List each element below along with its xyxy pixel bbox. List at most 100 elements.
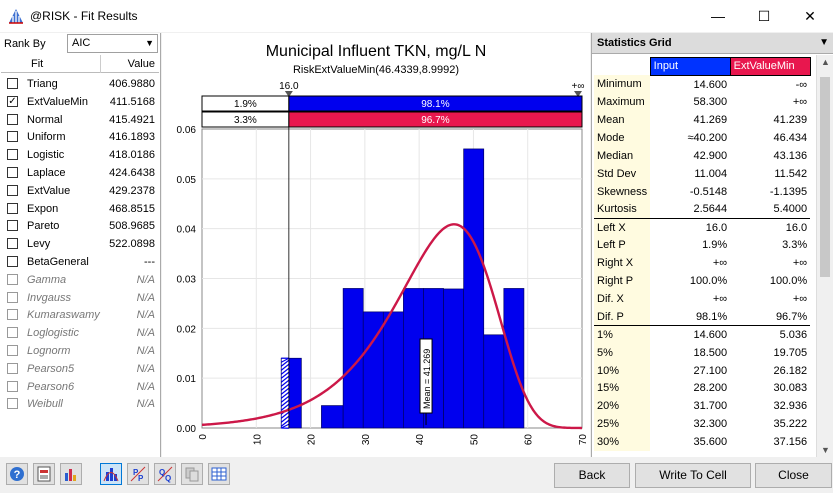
fit-row[interactable]: Loglogistic N/A — [1, 324, 159, 342]
stat-fit-value: 5.036 — [730, 325, 811, 344]
fit-row[interactable]: Triang 406.9880 — [1, 75, 159, 93]
stats-row: 20% 31.700 32.936 — [594, 397, 810, 416]
summary-button[interactable] — [33, 463, 55, 485]
stats-row: 5% 18.500 19.705 — [594, 343, 810, 362]
fit-row[interactable]: Pareto 508.9685 — [1, 217, 159, 235]
close-button[interactable]: Close — [755, 463, 832, 488]
fit-checkbox[interactable] — [7, 398, 18, 410]
rank-by-label: Rank By — [4, 38, 46, 50]
help-button[interactable]: ? — [6, 463, 28, 485]
x-tick-label: 0 — [198, 434, 209, 440]
stats-row: 30% 35.600 37.156 — [594, 433, 810, 452]
stat-label: Mode — [594, 129, 651, 147]
fit-value: N/A — [136, 291, 155, 304]
stat-fit-value: 37.156 — [773, 436, 808, 449]
hatch-line — [280, 375, 290, 383]
back-button[interactable]: Back — [554, 463, 630, 488]
chart-type-button[interactable] — [60, 463, 82, 485]
fit-row[interactable]: Levy 522.0898 — [1, 235, 159, 253]
fit-name: Logistic — [27, 149, 65, 162]
density-view-button[interactable] — [100, 463, 122, 485]
statistics-grid-title: Statistics Grid — [597, 37, 672, 49]
stat-label: Right P — [594, 272, 651, 291]
fit-column-header: ExtValueMin — [729, 57, 811, 76]
svg-text:Q: Q — [159, 468, 165, 477]
hatch-line — [280, 411, 290, 419]
maximize-button[interactable]: ☐ — [757, 8, 771, 24]
fit-chart[interactable]: 0.00 0.01 0.02 0.03 0.04 0.05 0.06 0 10 20 30 40 50 6… — [162, 33, 590, 457]
write-to-cell-button[interactable]: Write To Cell — [635, 463, 751, 488]
fit-checkbox[interactable] — [7, 149, 18, 161]
histogram-bar — [382, 311, 404, 429]
statistics-grid-header[interactable]: Statistics Grid ▼ — [592, 33, 833, 54]
scrollbar-thumb[interactable] — [820, 77, 830, 277]
copy-button[interactable] — [181, 463, 203, 485]
fit-checkbox[interactable] — [7, 291, 18, 303]
minimize-button[interactable]: — — [711, 8, 725, 24]
fit-row[interactable]: Invgauss N/A — [1, 289, 159, 307]
fit-checkbox[interactable] — [7, 380, 18, 392]
y-tick-label: 0.02 — [177, 324, 197, 335]
stat-label: Dif. X — [594, 290, 651, 308]
fit-checkbox[interactable] — [7, 309, 18, 321]
fit-checkbox[interactable] — [7, 238, 18, 250]
fit-checkbox[interactable] — [7, 255, 18, 267]
fit-checkbox[interactable] — [7, 273, 18, 285]
fit-checkbox[interactable] — [7, 184, 18, 196]
prob-bar-right — [288, 95, 583, 112]
fit-row[interactable]: Weibull N/A — [1, 395, 159, 413]
stat-label: Left X — [594, 218, 651, 237]
fit-name: Triang — [27, 78, 58, 90]
table-button[interactable] — [208, 463, 230, 485]
fit-row[interactable]: Normal 415.4921 — [1, 111, 159, 129]
stats-row: Mode ≈40.200 46.434 — [594, 129, 810, 147]
x-tick-label: 60 — [524, 434, 535, 446]
fit-value: N/A — [136, 327, 155, 340]
fit-checkbox[interactable] — [7, 220, 18, 232]
right-marker-triangle — [574, 91, 582, 97]
fit-row[interactable]: Uniform 416.1893 — [1, 128, 159, 146]
fit-checkbox[interactable] — [7, 113, 18, 125]
fit-row[interactable]: Expon 468.8515 — [1, 200, 159, 218]
stat-label: Mean — [594, 111, 651, 130]
fit-checkbox[interactable] — [7, 78, 18, 89]
stat-input-value: 32.300 — [693, 418, 728, 431]
fit-row[interactable]: BetaGeneral --- — [1, 253, 159, 271]
stats-row: 10% 27.100 26.182 — [594, 361, 810, 380]
fit-name: Loglogistic — [27, 327, 79, 340]
stat-input-value: 14.600 — [650, 325, 731, 344]
fit-row[interactable]: Logistic 418.0186 — [1, 146, 159, 164]
fit-checkbox[interactable] — [7, 166, 18, 178]
fit-checkbox[interactable] — [7, 344, 18, 356]
fit-list: Triang 406.9880 ✓ ExtValueMin 411.5168 Normal… — [1, 75, 159, 413]
y-tick-label: 0.05 — [177, 175, 197, 186]
histogram-bar — [321, 405, 344, 429]
x-tick-label: 50 — [469, 434, 480, 446]
fit-checkbox[interactable] — [7, 202, 18, 214]
fit-row[interactable]: ExtValue 429.2378 — [1, 182, 159, 200]
fit-row[interactable]: Kumaraswamy N/A — [1, 306, 159, 324]
stat-input-value: 11.004 — [694, 167, 728, 180]
stat-input-value: 28.200 — [693, 382, 728, 395]
fit-row[interactable]: Laplace 424.6438 — [1, 164, 159, 182]
close-window-button[interactable]: ✕ — [804, 8, 816, 24]
scroll-up-icon[interactable]: ▲ — [821, 57, 830, 67]
rank-by-select[interactable]: AIC ▼ — [67, 34, 158, 53]
y-tick-label: 0.06 — [177, 125, 197, 136]
hatch-line — [280, 357, 290, 363]
fit-row[interactable]: Gamma N/A — [1, 271, 159, 289]
stats-scrollbar[interactable]: ▲ ▼ — [816, 55, 833, 457]
fit-name: BetaGeneral — [27, 255, 89, 268]
fit-checkbox[interactable] — [7, 362, 18, 374]
fit-row[interactable]: Lognorm N/A — [1, 342, 159, 360]
fit-row[interactable]: ✓ ExtValueMin 411.5168 — [1, 93, 159, 111]
fit-name: ExtValueMin — [27, 95, 88, 108]
fit-row[interactable]: Pearson5 N/A — [1, 360, 159, 378]
fit-checkbox[interactable] — [7, 327, 18, 339]
fit-row[interactable]: Pearson6 N/A — [1, 378, 159, 396]
fit-checkbox[interactable] — [7, 131, 18, 143]
scroll-down-icon[interactable]: ▼ — [821, 445, 830, 455]
fit-checkbox[interactable]: ✓ — [7, 95, 18, 107]
